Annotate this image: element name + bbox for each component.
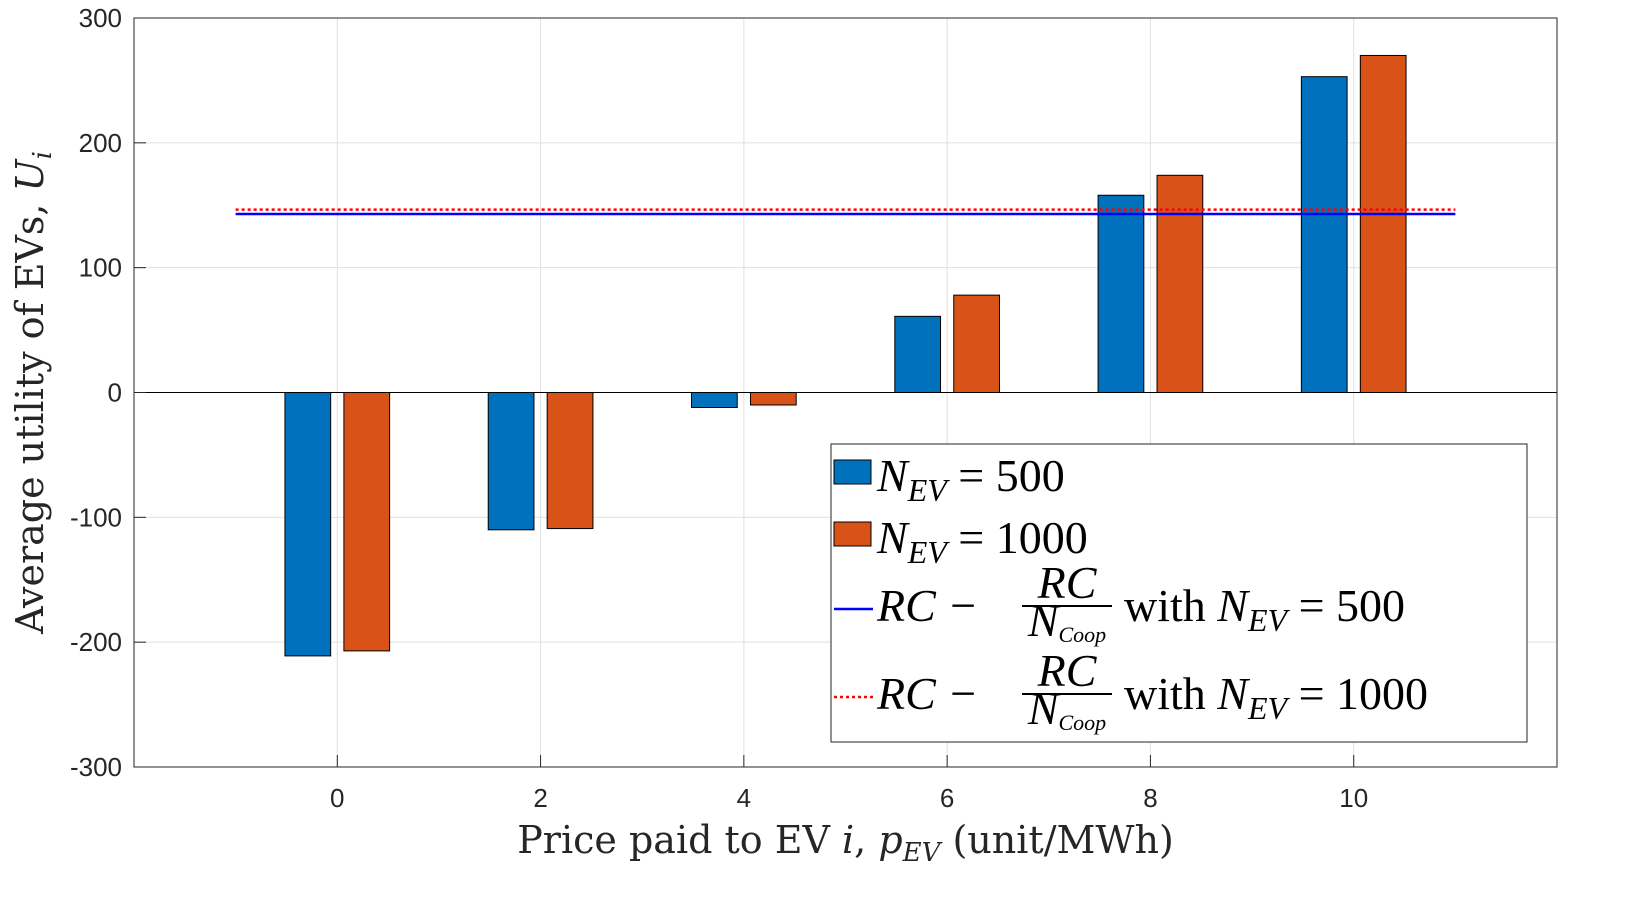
text-span: N	[1027, 683, 1061, 734]
text-span: i	[28, 151, 58, 159]
x-tick-label: 10	[1339, 783, 1368, 813]
legend-entry: NEV = 1000	[876, 512, 1088, 570]
text-span: i	[842, 818, 854, 862]
text-span: p	[878, 818, 902, 862]
y-tick-label: -100	[70, 502, 122, 532]
y-tick-label: 200	[79, 128, 122, 158]
x-tick-label: 6	[940, 783, 954, 813]
y-tick-label: 0	[108, 378, 122, 408]
fraction-numerator: RC	[1037, 557, 1098, 608]
text-span: EV	[1247, 690, 1291, 726]
x-tick-label: 2	[533, 783, 547, 813]
x-tick-label: 0	[330, 783, 344, 813]
fraction-denominator: NCoop	[1027, 595, 1106, 647]
x-tick-label: 4	[737, 783, 751, 813]
x-tick-label: 8	[1143, 783, 1157, 813]
bar-n1000	[1359, 54, 1407, 393]
legend-entry-lead: RC −	[876, 580, 978, 631]
bar-n500	[894, 315, 942, 393]
bar-n1000	[953, 294, 1000, 394]
y-tick-label: 100	[79, 253, 122, 283]
bar-n1000	[546, 392, 594, 530]
text-span: with	[1124, 668, 1217, 719]
y-tick-label: -300	[70, 752, 122, 782]
text-span: ,	[854, 818, 878, 862]
bar-n500	[691, 392, 738, 408]
text-span: Coop	[1059, 710, 1107, 735]
text-span: = 500	[947, 450, 1065, 501]
text-span: N	[1216, 668, 1250, 719]
bar-n500	[1097, 194, 1145, 393]
legend-box	[830, 443, 1528, 743]
text-span: with	[1124, 580, 1217, 631]
text-span: EV	[907, 534, 951, 570]
text-span: U	[8, 157, 52, 191]
text-span: (unit/MWh)	[940, 818, 1173, 862]
text-span: N	[876, 450, 910, 501]
text-span: EV	[1247, 602, 1291, 638]
legend-entry: with NEV = 1000	[1124, 668, 1428, 726]
bar-n500	[1300, 76, 1348, 394]
text-span: Average utility of EVs,	[8, 191, 52, 634]
text-span: = 1000	[1287, 668, 1428, 719]
legend-swatch	[833, 459, 872, 485]
bar-n1000	[1156, 174, 1204, 393]
y-axis-label: Average utility of EVs, Ui	[8, 151, 58, 635]
fraction-numerator: RC	[1037, 645, 1098, 696]
bar-n1000	[749, 392, 797, 406]
text-span: = 500	[1287, 580, 1405, 631]
y-tick-label: -200	[70, 627, 122, 657]
y-tick-label: 300	[79, 3, 122, 33]
text-span: EV	[902, 838, 943, 868]
bar-n500	[284, 392, 332, 657]
text-span: N	[1216, 580, 1250, 631]
legend-entry: NEV = 500	[876, 450, 1065, 508]
text-span: EV	[907, 472, 951, 508]
bar-n1000	[343, 392, 391, 652]
text-span: N	[1027, 595, 1061, 646]
text-span: = 1000	[947, 512, 1088, 563]
text-span: Coop	[1059, 622, 1107, 647]
legend-entry-lead: RC −	[876, 668, 978, 719]
text-span: Price paid to EV	[517, 818, 842, 862]
fraction-denominator: NCoop	[1027, 683, 1106, 735]
x-axis-label: Price paid to EV i, pEV (unit/MWh)	[517, 818, 1174, 868]
bar-n500	[487, 392, 535, 531]
legend-entry: with NEV = 500	[1124, 580, 1405, 638]
legend-swatch	[833, 521, 872, 547]
text-span: N	[876, 512, 910, 563]
